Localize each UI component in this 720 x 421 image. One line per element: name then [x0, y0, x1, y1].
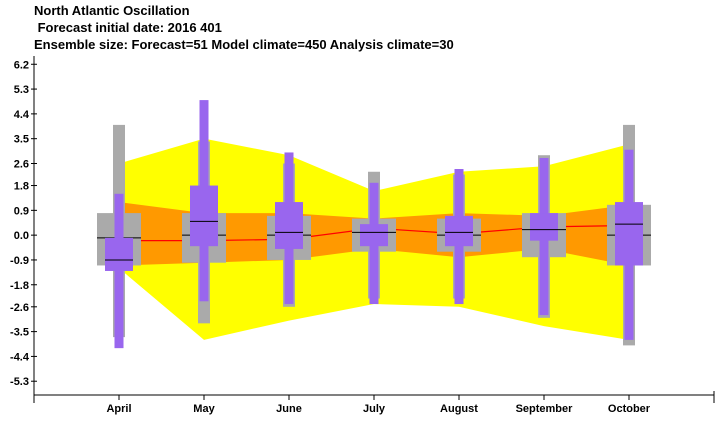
month-box-group	[607, 124, 651, 346]
forecast-box	[530, 213, 558, 241]
chart-title: North Atlantic Oscillation	[34, 3, 190, 18]
month-box-group	[352, 171, 396, 305]
forecast-box	[445, 215, 473, 247]
month-box-group	[97, 124, 141, 349]
y-tick-label: 5.3	[14, 84, 29, 96]
x-tick-label: July	[363, 403, 386, 415]
x-tick-label: October	[608, 403, 651, 415]
axes: 6.2 5.3 4.4 3.5 2.6 1.8 0.9 0.0 -0.9 -1.8 -2.6 -3.5…	[10, 56, 715, 415]
forecast-box	[275, 202, 303, 249]
chart-subtitle: Forecast initial date: 2016 401	[34, 20, 222, 35]
y-tick-label: 1.8	[14, 181, 29, 193]
month-box-group	[267, 152, 311, 307]
x-tick-label: May	[193, 403, 215, 415]
x-tick-label: September	[516, 403, 574, 415]
month-box-group	[522, 155, 566, 318]
box-plots	[97, 100, 651, 349]
forecast-box	[615, 202, 643, 266]
y-tick-label: -3.5	[10, 327, 29, 339]
ensemble-size-label: Ensemble size: Forecast=51 Model climate…	[34, 37, 454, 52]
x-tick-label: August	[440, 403, 478, 415]
x-tick-label: April	[106, 403, 131, 415]
month-box-group	[182, 100, 226, 324]
y-tick-label: -5.3	[10, 376, 29, 388]
y-tick-label: 0.9	[14, 205, 29, 217]
y-tick-label: 6.2	[14, 59, 29, 71]
y-tick-label: -0.9	[10, 255, 29, 267]
y-tick-label: -1.8	[10, 280, 29, 292]
y-tick-label: 2.6	[14, 158, 29, 170]
forecast-box	[105, 237, 133, 271]
title-block: North Atlantic Oscillation Forecast init…	[34, 2, 454, 53]
y-tick-label: 0.0	[14, 230, 29, 242]
x-tick-label: June	[276, 403, 302, 415]
y-tick-label: -2.6	[10, 302, 29, 314]
forecast-box	[190, 185, 218, 247]
y-tick-label: -4.4	[10, 351, 30, 363]
y-tick-label: 4.4	[14, 109, 30, 121]
forecast-box	[360, 224, 388, 247]
y-tick-label: 3.5	[14, 134, 29, 146]
month-box-group	[437, 169, 481, 305]
